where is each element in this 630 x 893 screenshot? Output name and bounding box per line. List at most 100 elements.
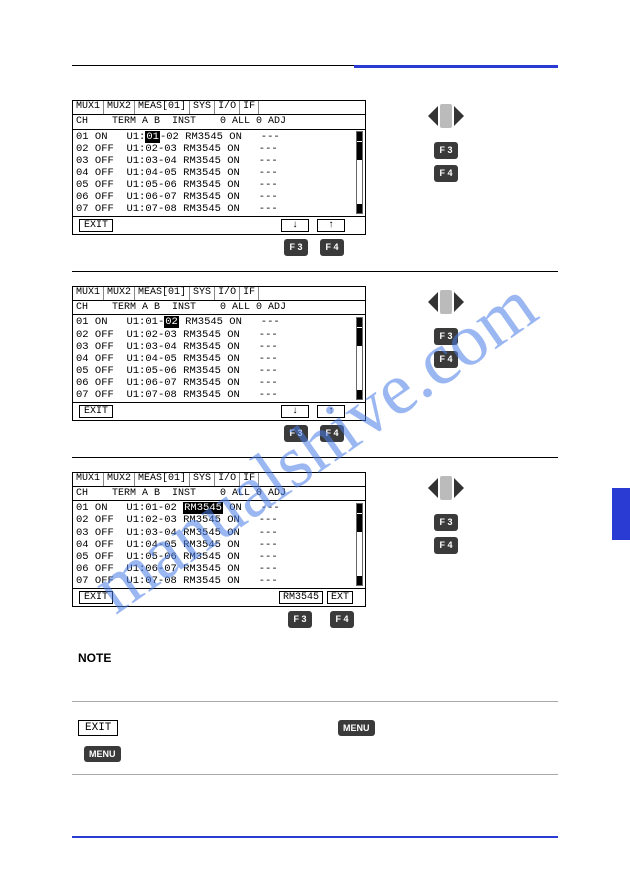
tab-if[interactable]: IF: [240, 101, 259, 114]
tabs-row: MUX1 MUX2 MEAS[01] SYS I/O IF: [73, 287, 365, 301]
tab-meas[interactable]: MEAS[01]: [135, 287, 190, 300]
highlighted-cell: 02: [164, 316, 179, 328]
table-row: 06 OFF U1:06-07 RM3545 ON ---: [76, 191, 362, 203]
option-ext[interactable]: EXT: [327, 591, 353, 605]
table-row: 02 OFF U1:02-03 RM3545 ON ---: [76, 514, 362, 526]
exit-button[interactable]: EXIT: [79, 405, 113, 419]
f4-key[interactable]: F 4: [434, 351, 458, 368]
table-row: 05 OFF U1:05-06 RM3545 ON ---: [76, 551, 362, 563]
table-row: 05 OFF U1:05-06 RM3545 ON ---: [76, 179, 362, 191]
tab-io[interactable]: I/O: [215, 473, 240, 486]
right-hint-icons: F 3 F 4: [410, 286, 530, 368]
table-row: 05 OFF U1:05-06 RM3545 ON ---: [76, 365, 362, 377]
section-divider: [72, 271, 558, 272]
table-row: 01 ON U1:01-02 RM3545 ON ---: [76, 316, 362, 328]
highlighted-cell: 01: [145, 131, 160, 143]
tab-io[interactable]: I/O: [215, 101, 240, 114]
exit-button[interactable]: EXIT: [79, 591, 113, 605]
exit-instruction-row: EXIT MENU MENU: [72, 720, 558, 768]
f3-key[interactable]: F 3: [434, 328, 458, 345]
scrollbar-thumb[interactable]: [357, 142, 362, 160]
f4-key[interactable]: F 4: [320, 239, 344, 256]
tab-sys[interactable]: SYS: [190, 287, 215, 300]
section-divider: [72, 774, 558, 775]
fkey-row: F 3 F 4: [72, 611, 558, 633]
scrollbar[interactable]: [356, 317, 363, 400]
note-label: NOTE: [78, 651, 558, 665]
tab-meas[interactable]: MEAS[01]: [135, 473, 190, 486]
table-row: 02 OFF U1:02-03 RM3545 ON ---: [76, 143, 362, 155]
table-row: 04 OFF U1:04-05 RM3545 ON ---: [76, 353, 362, 365]
tab-sys[interactable]: SYS: [190, 473, 215, 486]
column-header: CH TERM A B INST 0 ALL 0 ADJ: [73, 115, 365, 130]
table-row: 01 ON U1:01-02 RM3545 ON ---: [76, 131, 362, 143]
dpad-icon: [428, 476, 464, 500]
f3-key[interactable]: F 3: [288, 611, 312, 628]
lcd-panel-3: MUX1 MUX2 MEAS[01] SYS I/O IF CH TERM A …: [72, 472, 366, 607]
data-rows: 01 ON U1:01-02 RM3545 ON --- 02 OFF U1:0…: [73, 130, 365, 216]
table-row: 03 OFF U1:03-04 RM3545 ON ---: [76, 341, 362, 353]
table-row: 07 OFF U1:07-08 RM3545 ON ---: [76, 389, 362, 401]
dpad-icon: [428, 104, 464, 128]
f3-key[interactable]: F 3: [284, 239, 308, 256]
f4-key[interactable]: F 4: [434, 165, 458, 182]
lcd-panel-2: MUX1 MUX2 MEAS[01] SYS I/O IF CH TERM A …: [72, 286, 366, 421]
table-row: 02 OFF U1:02-03 RM3545 ON ---: [76, 329, 362, 341]
right-hint-icons: F 3 F 4: [410, 472, 530, 554]
f4-key[interactable]: F 4: [320, 425, 344, 442]
table-row: 07 OFF U1:07-08 RM3545 ON ---: [76, 203, 362, 215]
scrollbar-thumb[interactable]: [357, 514, 362, 532]
tab-if[interactable]: IF: [240, 287, 259, 300]
data-rows: 01 ON U1:01-02 RM3545 ON --- 02 OFF U1:0…: [73, 315, 365, 401]
data-rows: 01 ON U1:01-02 RM3545 ON --- 02 OFF U1:0…: [73, 501, 365, 587]
scrollbar[interactable]: [356, 503, 363, 586]
f3-key[interactable]: F 3: [434, 142, 458, 159]
menu-key[interactable]: MENU: [338, 720, 375, 736]
tabs-row: MUX1 MUX2 MEAS[01] SYS I/O IF: [73, 473, 365, 487]
table-row: 03 OFF U1:03-04 RM3545 ON ---: [76, 527, 362, 539]
table-row: 07 OFF U1:07-08 RM3545 ON ---: [76, 575, 362, 587]
right-hint-icons: F 3 F 4: [410, 100, 530, 182]
arrow-up-button[interactable]: ↑: [317, 219, 345, 232]
table-row: 01 ON U1:01-02 RM3545 ON ---: [76, 502, 362, 514]
tab-meas[interactable]: MEAS[01]: [135, 101, 190, 114]
tab-mux1[interactable]: MUX1: [73, 473, 104, 486]
f4-key[interactable]: F 4: [330, 611, 354, 628]
f3-key[interactable]: F 3: [434, 514, 458, 531]
exit-softkey[interactable]: EXIT: [78, 720, 118, 736]
arrow-down-button[interactable]: ↓: [281, 405, 309, 418]
tab-mux2[interactable]: MUX2: [104, 473, 135, 486]
menu-key[interactable]: MENU: [84, 746, 121, 762]
section-divider: [72, 701, 558, 702]
fkey-row: F 3 F 4: [72, 239, 558, 261]
f3-key[interactable]: F 3: [284, 425, 308, 442]
tab-sys[interactable]: SYS: [190, 101, 215, 114]
scrollbar-thumb[interactable]: [357, 328, 362, 346]
tabs-row: MUX1 MUX2 MEAS[01] SYS I/O IF: [73, 101, 365, 115]
scrollbar[interactable]: [356, 131, 363, 214]
lcd-panel-1: MUX1 MUX2 MEAS[01] SYS I/O IF CH TERM A …: [72, 100, 366, 235]
f4-key[interactable]: F 4: [434, 537, 458, 554]
table-row: 06 OFF U1:06-07 RM3545 ON ---: [76, 563, 362, 575]
arrow-down-button[interactable]: ↓: [281, 219, 309, 232]
table-row: 06 OFF U1:06-07 RM3545 ON ---: [76, 377, 362, 389]
arrow-up-button[interactable]: ↑: [317, 405, 345, 418]
highlighted-cell: RM3545: [183, 502, 223, 514]
tab-mux1[interactable]: MUX1: [73, 287, 104, 300]
lcd-footer: EXIT ↓ ↑: [73, 216, 365, 234]
section-divider: [72, 457, 558, 458]
column-header: CH TERM A B INST 0 ALL 0 ADJ: [73, 301, 365, 316]
tab-io[interactable]: I/O: [215, 287, 240, 300]
lcd-footer: EXIT RM3545 EXT: [73, 588, 365, 606]
tab-if[interactable]: IF: [240, 473, 259, 486]
column-header: CH TERM A B INST 0 ALL 0 ADJ: [73, 487, 365, 502]
tab-mux1[interactable]: MUX1: [73, 101, 104, 114]
fkey-row: F 3 F 4: [72, 425, 558, 447]
table-row: 04 OFF U1:04-05 RM3545 ON ---: [76, 539, 362, 551]
option-rm3545[interactable]: RM3545: [279, 591, 323, 605]
tab-mux2[interactable]: MUX2: [104, 287, 135, 300]
table-row: 04 OFF U1:04-05 RM3545 ON ---: [76, 167, 362, 179]
exit-button[interactable]: EXIT: [79, 219, 113, 233]
tab-mux2[interactable]: MUX2: [104, 101, 135, 114]
lcd-footer: EXIT ↓ ↑: [73, 402, 365, 420]
